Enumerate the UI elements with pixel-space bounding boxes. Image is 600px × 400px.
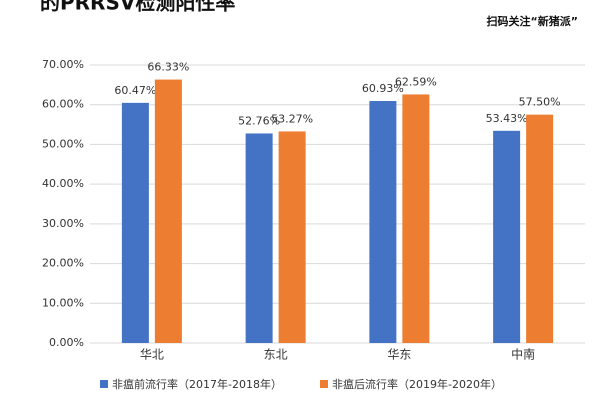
y-tick-label: 50.00% xyxy=(42,137,84,150)
bar xyxy=(154,79,182,344)
legend-swatch xyxy=(100,380,108,388)
y-tick-label: 0.00% xyxy=(49,336,84,349)
y-tick-label: 70.00% xyxy=(42,58,84,71)
bar xyxy=(121,102,149,343)
y-tick-label: 20.00% xyxy=(42,257,84,270)
y-tick-label: 60.00% xyxy=(42,98,84,111)
legend-label: 非瘟后流行率（2019年-2020年） xyxy=(332,377,502,391)
bar xyxy=(369,101,397,343)
bar xyxy=(493,130,521,343)
x-tick-label: 华北 xyxy=(140,348,164,362)
value-label: 62.59% xyxy=(395,75,437,88)
value-label: 60.93% xyxy=(362,82,404,95)
legend-swatch xyxy=(320,380,328,388)
x-tick-label: 东北 xyxy=(264,348,288,362)
bar xyxy=(526,114,554,344)
chart-subtitle: 扫码关注“新猪派” xyxy=(487,14,578,28)
legend-label: 非瘟前流行率（2017年-2018年） xyxy=(112,377,282,391)
x-tick-label: 中南 xyxy=(511,347,535,362)
value-label: 60.47% xyxy=(114,84,156,97)
value-label: 53.27% xyxy=(271,112,313,125)
value-label: 52.76% xyxy=(238,114,280,127)
bar xyxy=(245,133,273,343)
value-label: 57.50% xyxy=(519,96,561,109)
x-tick-label: 华东 xyxy=(387,348,411,362)
bar xyxy=(402,94,430,343)
y-tick-label: 40.00% xyxy=(42,177,84,190)
bar xyxy=(278,131,306,343)
y-tick-label: 10.00% xyxy=(42,296,84,309)
chart-title: 的PRRSV检测阳性率 xyxy=(40,0,235,15)
value-label: 53.43% xyxy=(486,112,528,125)
y-tick-label: 30.00% xyxy=(42,217,84,230)
value-label: 66.33% xyxy=(147,61,189,74)
